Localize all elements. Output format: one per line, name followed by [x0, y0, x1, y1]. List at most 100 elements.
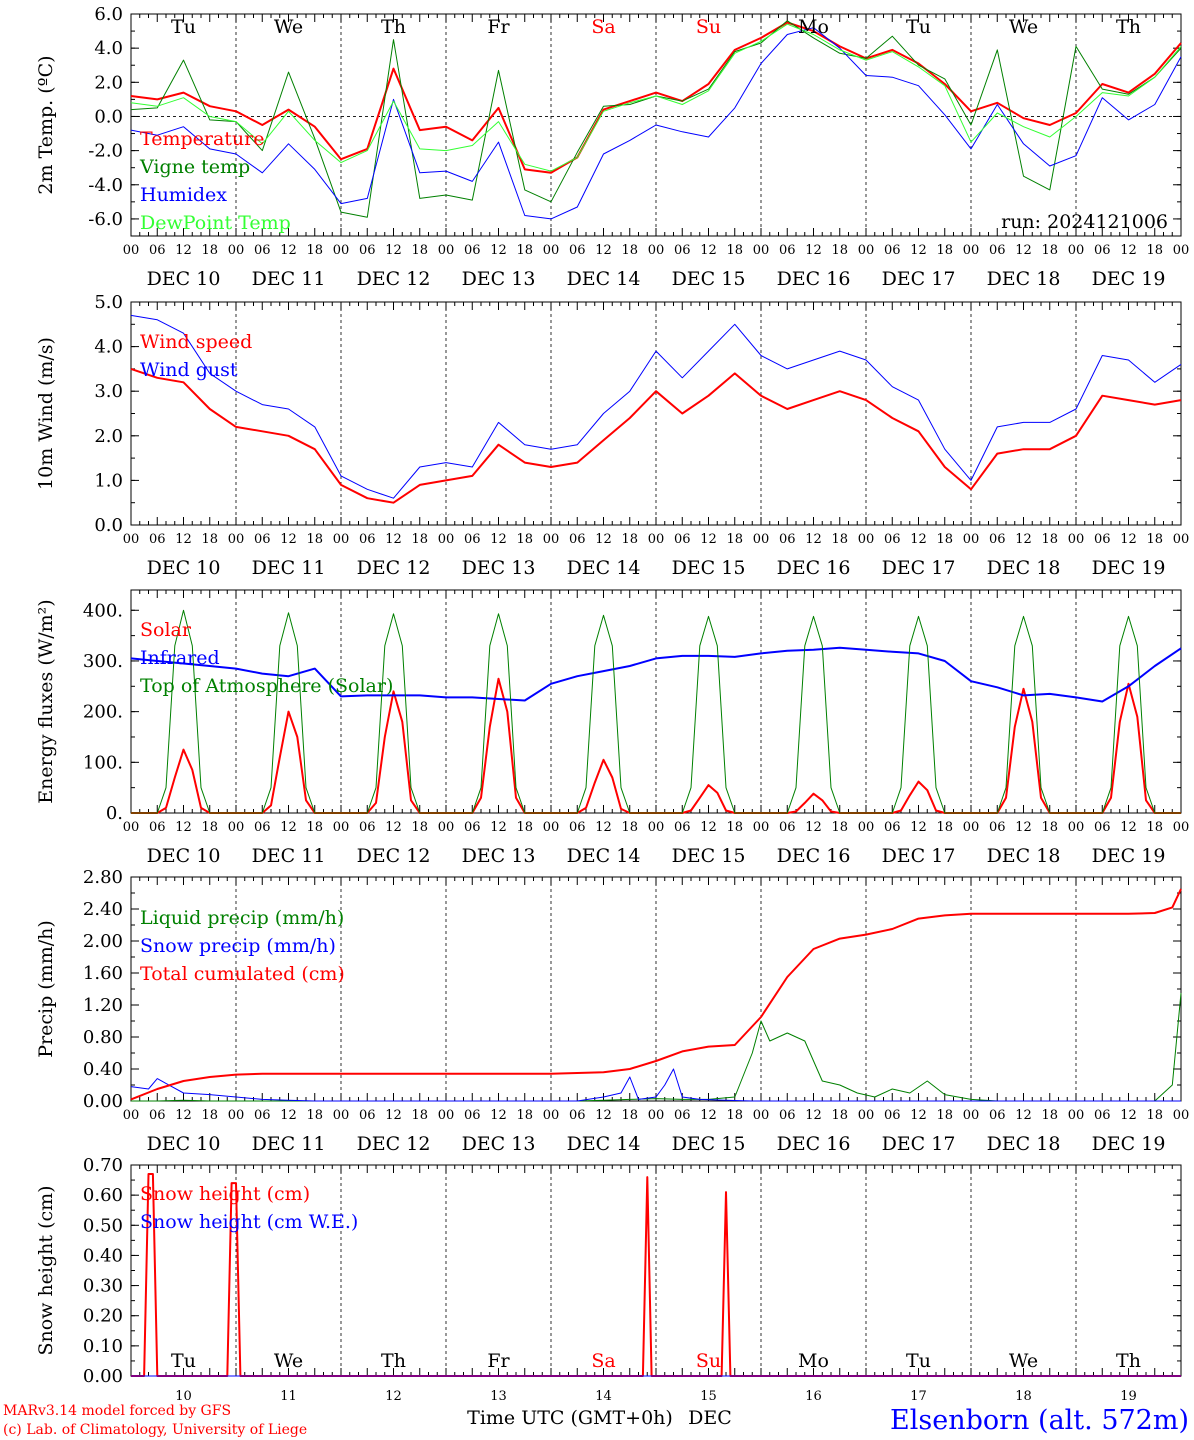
hour-tick-label: 18 [1146, 532, 1163, 547]
y-tick-label: 0.00 [83, 1366, 123, 1387]
date-label: DEC 16 [777, 268, 851, 290]
hour-tick-label: 12 [280, 820, 297, 835]
hour-tick-label: 12 [700, 243, 717, 258]
date-label: DEC 13 [462, 1133, 536, 1155]
hour-tick-label: 18 [726, 243, 743, 258]
hour-tick-label: 06 [149, 243, 166, 258]
y-axis-label: Energy fluxes (W/m²) [35, 599, 57, 803]
hour-tick-label: 12 [1015, 1108, 1032, 1123]
series-line-1 [130, 367, 1182, 504]
hour-tick-label: 00 [858, 1108, 875, 1123]
hour-tick-label: 06 [884, 532, 901, 547]
hour-tick-label: 18 [306, 820, 323, 835]
hour-tick-label: 00 [123, 243, 140, 258]
bottom-day-number: 13 [490, 1389, 507, 1404]
hour-tick-label: 00 [543, 1108, 560, 1123]
hour-tick-label: 12 [490, 532, 507, 547]
hour-tick-label: 12 [490, 243, 507, 258]
legend-entry: Solar [140, 619, 192, 641]
hour-tick-label: 00 [1068, 1108, 1085, 1123]
date-label: DEC 10 [147, 557, 221, 579]
hour-tick-label: 00 [333, 1108, 350, 1123]
legend-entry: DewPoint Temp [140, 212, 291, 234]
y-tick-label: 0.80 [83, 1027, 123, 1048]
hour-tick-label: 06 [359, 1108, 376, 1123]
hour-tick-label: 00 [123, 1108, 140, 1123]
date-label: DEC 17 [882, 1133, 956, 1155]
hour-tick-label: 06 [674, 820, 691, 835]
y-tick-label: 400. [83, 600, 123, 621]
y-axis-label: Precip (mm/h) [35, 920, 57, 1058]
date-label: DEC 19 [1092, 1133, 1166, 1155]
hour-tick-label: 18 [411, 243, 428, 258]
y-axis-label: 10m Wind (m/s) [35, 337, 57, 490]
station-name: Elsenborn (alt. 572m) [890, 1405, 1189, 1436]
bottom-day-number: 17 [910, 1389, 927, 1404]
bottom-day-number: 15 [700, 1389, 717, 1404]
hour-tick-label: 18 [306, 1108, 323, 1123]
hour-tick-label: 00 [963, 532, 980, 547]
y-tick-label: 2.00 [83, 931, 123, 952]
hour-tick-label: 06 [884, 820, 901, 835]
hour-tick-label: 12 [1015, 243, 1032, 258]
day-letter: Tu [906, 1350, 931, 1372]
legend-entry: Snow height (cm) [140, 1183, 310, 1205]
hour-tick-label: 00 [753, 820, 770, 835]
hour-tick-label: 18 [306, 243, 323, 258]
hour-tick-label: 00 [1173, 532, 1190, 547]
hour-tick-label: 06 [779, 243, 796, 258]
date-label: DEC 10 [147, 1133, 221, 1155]
date-label: DEC 15 [672, 557, 746, 579]
hour-tick-label: 18 [831, 1108, 848, 1123]
series-line-2 [130, 1068, 1181, 1102]
series-group [130, 888, 1182, 1102]
legend-entry: Wind speed [140, 331, 252, 353]
hour-tick-label: 00 [963, 243, 980, 258]
day-letter: Tu [171, 16, 196, 38]
hour-tick-label: 18 [621, 532, 638, 547]
hour-tick-label: 18 [516, 820, 533, 835]
hour-tick-label: 18 [201, 820, 218, 835]
hour-tick-label: 18 [1041, 243, 1058, 258]
hour-tick-label: 06 [254, 820, 271, 835]
hour-tick-label: 18 [1146, 820, 1163, 835]
y-tick-label: 0.70 [83, 1155, 123, 1176]
plot-frame [130, 589, 1182, 814]
hour-tick-label: 18 [411, 532, 428, 547]
y-tick-label: -4.0 [88, 175, 123, 196]
hour-tick-label: 06 [149, 532, 166, 547]
y-tick-label: 2.0 [94, 426, 123, 447]
date-label: DEC 11 [252, 268, 326, 290]
hour-tick-label: 12 [175, 820, 192, 835]
day-letter: We [274, 16, 303, 38]
hour-tick-label: 12 [280, 532, 297, 547]
hour-tick-label: 06 [1094, 1108, 1111, 1123]
hour-tick-label: 12 [595, 1108, 612, 1123]
hour-tick-label: 06 [254, 532, 271, 547]
hour-tick-label: 18 [516, 1108, 533, 1123]
series-line-2 [130, 314, 1182, 499]
date-label: DEC 14 [567, 1133, 641, 1155]
hour-tick-label: 06 [569, 243, 586, 258]
hour-tick-label: 12 [175, 1108, 192, 1123]
series-line-3 [131, 609, 1181, 814]
hour-tick-label: 12 [385, 820, 402, 835]
day-letter: We [1009, 1350, 1038, 1372]
plot-frame [130, 301, 1182, 526]
hour-tick-label: 00 [1068, 243, 1085, 258]
date-label: DEC 11 [252, 1133, 326, 1155]
panel-5: 0.70 0.60 0.50 0.40 0.30 0.20 0.10 0.00 Snow hei… [35, 1155, 1182, 1404]
hour-tick-label: 12 [595, 820, 612, 835]
date-label: DEC 13 [462, 845, 536, 867]
y-tick-label: 300. [83, 651, 123, 672]
date-label: DEC 19 [1092, 557, 1166, 579]
y-axis-label: Snow height (cm) [35, 1185, 57, 1355]
hour-tick-label: 00 [648, 820, 665, 835]
hour-tick-label: 18 [201, 532, 218, 547]
hour-tick-label: 00 [123, 820, 140, 835]
y-tick-label: 200. [83, 702, 123, 723]
day-letter: We [274, 1350, 303, 1372]
series-line-4 [130, 23, 1182, 172]
y-tick-label: 0.20 [83, 1306, 123, 1327]
hour-tick-label: 06 [569, 1108, 586, 1123]
